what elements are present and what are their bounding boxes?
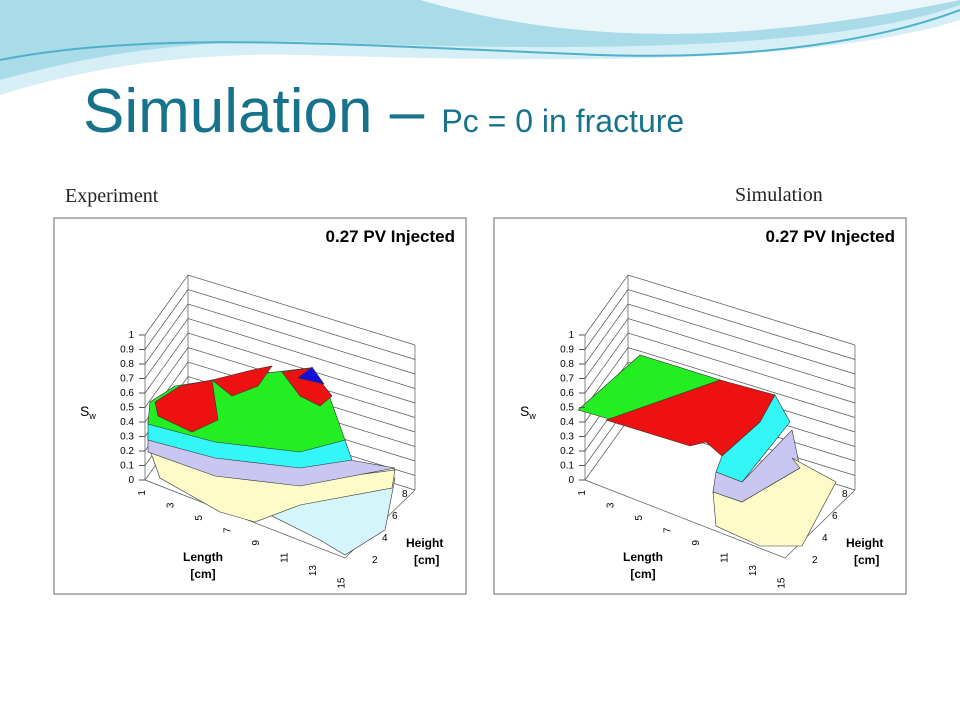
length-tick-label: 5	[194, 515, 205, 521]
length-tick-label: 13	[308, 565, 319, 577]
height-tick-label: 4	[822, 533, 828, 544]
height-label: Height	[846, 536, 883, 550]
z-tick-label: 0.2	[120, 446, 134, 457]
height-unit: [cm]	[414, 553, 439, 567]
z-label-sub: w	[528, 411, 536, 421]
height-tick-label: 6	[832, 511, 838, 522]
z-tick-label: 0.7	[120, 374, 134, 385]
surface	[147, 365, 396, 556]
height-label: Height	[406, 536, 443, 550]
z-axis-label: Sw	[80, 403, 96, 421]
length-tick-label: 3	[166, 502, 177, 508]
length-tick-label: 11	[720, 552, 731, 563]
panel-caption: Simulation	[735, 184, 823, 206]
z-axis-label: Sw	[520, 403, 536, 421]
height-tick-label: 6	[392, 511, 398, 522]
z-tick-label: 0.8	[120, 359, 134, 370]
chart-panel: Experiment 0.27 PV Injected 0 0.1 0.2 0.3 0.4 0…	[53, 185, 467, 595]
length-tick-label: 15	[337, 577, 348, 589]
length-label: Length	[183, 550, 223, 564]
length-tick-label: 13	[748, 565, 759, 577]
z-tick-label: 0.5	[560, 403, 574, 414]
surface-patch	[297, 366, 325, 385]
length-tick-label: 7	[223, 527, 234, 533]
slide-title: Simulation – Pc = 0 in fracture	[83, 77, 684, 146]
panel-caption: Experiment	[65, 185, 159, 207]
z-tick-label: 0.2	[560, 446, 574, 457]
panel-title: 0.27 PV Injected	[326, 227, 455, 246]
z-tick-label: 0	[568, 475, 574, 486]
z-tick-label: 0.3	[120, 432, 134, 443]
z-tick-label: 0.4	[120, 417, 134, 428]
z-tick-label: 0	[128, 475, 134, 486]
length-tick-label: 7	[663, 527, 674, 533]
z-tick-label: 1	[568, 330, 574, 341]
length-label: Length	[623, 550, 663, 564]
floor-edge	[584, 479, 856, 559]
header-waves	[0, 0, 960, 95]
z-tick-label: 0.6	[120, 388, 134, 399]
panel-title: 0.27 PV Injected	[766, 227, 895, 246]
z-tick-label: 0.4	[560, 417, 574, 428]
z-tick-label: 0.1	[560, 461, 574, 472]
length-tick-label: 9	[691, 540, 702, 546]
z-tick-label: 0.9	[560, 345, 574, 356]
length-tick-label: 1	[577, 490, 588, 496]
length-tick-label: 11	[280, 552, 291, 563]
height-tick-label: 2	[372, 555, 378, 566]
height-tick-label: 4	[382, 533, 388, 544]
z-tick-label: 0.3	[560, 432, 574, 443]
height-tick-label: 2	[812, 555, 818, 566]
surface-patch	[211, 365, 273, 397]
surface-patch	[712, 457, 837, 547]
height-tick-label: 8	[842, 489, 848, 500]
length-unit: [cm]	[630, 567, 655, 581]
surface-patch	[281, 367, 333, 407]
length-unit: [cm]	[190, 567, 215, 581]
length-tick-label: 3	[606, 502, 617, 508]
z-label-main: S	[520, 403, 529, 419]
z-tick-label: 0.5	[120, 403, 134, 414]
length-tick-label: 5	[634, 515, 645, 521]
length-tick-label: 9	[251, 540, 262, 546]
z-tick-label: 0.8	[560, 359, 574, 370]
length-tick-label: 1	[137, 490, 148, 496]
title-sub: Pc = 0 in fracture	[441, 103, 684, 139]
surface-patch	[154, 379, 219, 433]
height-tick-label: 8	[402, 489, 408, 500]
title-main: Simulation –	[83, 77, 441, 146]
height-unit: [cm]	[854, 553, 879, 567]
z-tick-label: 0.1	[120, 461, 134, 472]
z-tick-label: 0.6	[560, 388, 574, 399]
z-label-main: S	[80, 403, 89, 419]
z-label-sub: w	[88, 411, 96, 421]
chart-panel: Simulation 0.27 PV Injected 0 0.1 0.2 0.3 0.4 0…	[493, 184, 907, 595]
length-tick-label: 15	[777, 577, 788, 589]
z-tick-label: 1	[128, 330, 134, 341]
z-tick-label: 0.7	[560, 374, 574, 385]
surface	[577, 354, 837, 547]
z-tick-label: 0.9	[120, 345, 134, 356]
